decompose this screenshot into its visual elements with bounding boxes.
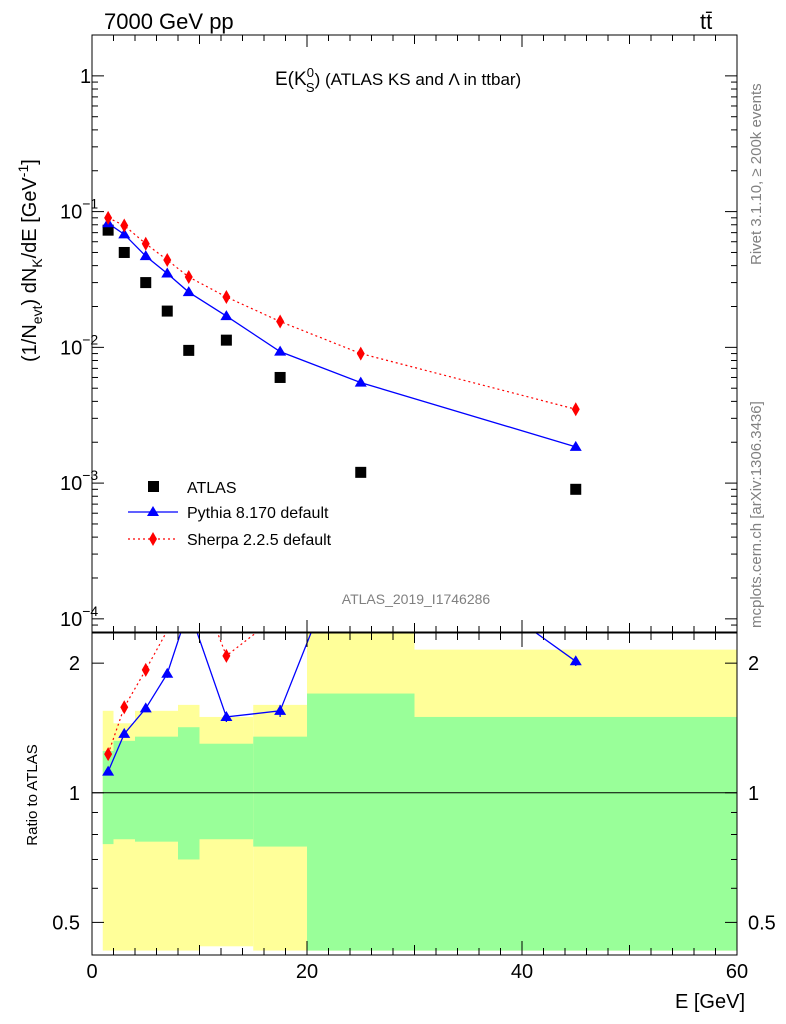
sherpa-data-point [276,314,285,329]
sherpa-data-point [571,402,580,417]
atlas-data-point [118,246,130,258]
energy-label: 7000 GeV pp [104,9,234,34]
main-y-tick-label: 10−3 [60,467,98,495]
sherpa-data-point [120,218,129,233]
ratio-y-tick-label-left: 2 [69,653,80,675]
legend: ATLAS Pythia 8.170 default Sherpa 2.2.5 … [128,480,332,549]
main-frame [91,34,738,633]
ratio-y-tick-label-left: 0.5 [52,912,80,934]
ratio-sherpa-point [104,747,113,762]
x-tick-label: 20 [296,961,318,983]
legend-atlas-label: ATLAS [187,480,237,497]
ratio-inner-band [156,736,178,842]
ratio-pythia-point [139,702,152,713]
ratio-pythia-point [220,710,233,721]
pythia-data-point [569,440,582,451]
ratio-sherpa-point [222,648,231,663]
chart-title: E(K0 S) (ATLAS KS and Λ in ttbar) [275,65,521,95]
main-y-tick-label: 10−2 [60,331,98,359]
ratio-y-tick-label-right: 0.5 [748,912,776,934]
sherpa-data-point [104,210,113,225]
pythia-data-point [274,345,287,356]
pythia-data-point [139,250,152,261]
ratio-inner-band [135,736,157,842]
ratio-panel: 0.5 0.5 1 1 2 2 0 20 40 60 Ratio to ATLAS E [GeV… [24,632,776,1013]
sherpa-data-point [222,289,231,304]
x-tick-label: 60 [726,961,748,983]
rivet-label: Rivet 3.1.10, ≥ 200k events [748,83,765,265]
main-data-points [102,210,582,495]
pythia-series-line [107,222,576,448]
ratio-data-points [102,648,582,776]
atlas-data-point [161,305,173,317]
ratio-pythia-point [161,667,174,678]
pythia-data-point [161,267,174,278]
legend-atlas-marker [148,481,159,492]
analysis-watermark: ATLAS_2019_I1746286 [342,591,491,607]
ratio-pythia-point [274,704,287,715]
sherpa-data-point [141,236,150,251]
legend-sherpa-marker [149,532,157,546]
ratio-inner-band [102,751,114,845]
main-y-tick-label: 10−4 [60,603,98,631]
ratio-inner-band [178,727,200,860]
ratio-y-axis-label: Ratio to ATLAS [24,744,41,845]
legend-pythia-marker [147,506,159,516]
x-tick-label: 0 [86,961,97,983]
main-y-tick-labels: 10−4 10−3 10−2 10−1 1 [60,66,98,631]
ratio-inner-band [307,693,415,951]
atlas-data-point [274,371,286,383]
ratio-inner-band [253,736,307,847]
sherpa-series-line [107,217,576,410]
x-axis-label: E [GeV] [675,991,745,1013]
atlas-data-point [570,483,582,495]
pythia-data-point [118,228,131,239]
sherpa-data-point [184,269,193,284]
ratio-sherpa-point [141,662,150,677]
pythia-data-point [220,310,233,321]
ratio-pythia-line [107,633,577,772]
ratio-y-tick-label-right: 2 [748,653,759,675]
atlas-data-point [183,344,195,356]
ratio-pythia-point [569,655,582,666]
ratio-pythia-point [102,765,115,776]
ratio-inner-band [414,716,737,951]
pythia-data-point [182,286,195,297]
ratio-frame [91,632,738,956]
mcplots-label: mcplots.cern.ch [arXiv:1306.3436] [748,401,765,628]
main-panel: 10−4 10−3 10−2 10−1 1 E(K0 S) (ATLAS KS and Λ… [15,34,738,633]
main-y-tick-label: 10−1 [60,196,98,224]
ratio-x-tick-labels: 0 20 40 60 [86,961,748,983]
pythia-data-point [354,376,367,387]
x-tick-label: 40 [511,961,533,983]
atlas-data-point [102,224,114,236]
sherpa-data-point [163,253,172,268]
process-label: tt̄ [700,9,712,34]
main-y-axis-label: (1/Nevt) dNK/dE [GeV-1] [15,159,45,362]
ratio-inner-band [113,740,135,840]
ratio-pythia-point [118,727,131,738]
legend-sherpa-label: Sherpa 2.2.5 default [187,532,332,549]
ratio-inner-band [199,743,254,840]
legend-pythia-label: Pythia 8.170 default [187,505,329,522]
atlas-data-point [140,277,152,289]
ratio-y-tick-labels: 0.5 0.5 1 1 2 2 [52,653,776,934]
ratio-uncertainty-bands [102,633,737,951]
ratio-y-tick-label-left: 1 [69,783,80,805]
atlas-data-point [355,466,367,478]
main-y-tick-label: 1 [80,66,91,88]
ratio-y-tick-label-right: 1 [748,783,759,805]
sherpa-data-point [356,346,365,361]
atlas-data-point [220,334,232,346]
ratio-sherpa-point [120,700,129,715]
